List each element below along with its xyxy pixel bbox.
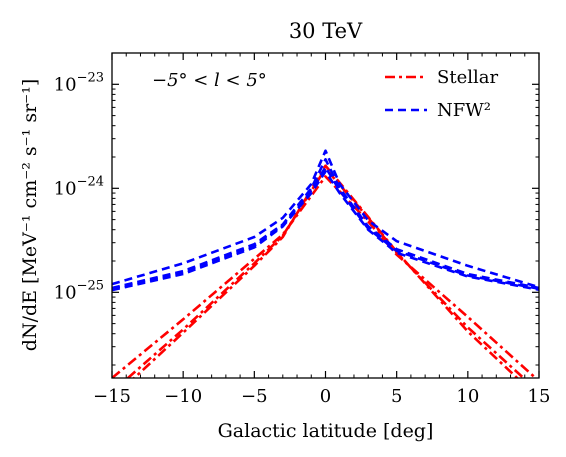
ticks-layer: −15 −10 −5 0 5 10 15 10−25 10−24 10−23 (54, 52, 551, 407)
region-annotation: −5° < l < 5° (152, 70, 267, 91)
series-line-stellar-1 (125, 167, 526, 378)
y-axis-label: dN/dE [MeV⁻¹ cm⁻² s⁻¹ sr⁻¹] (19, 79, 41, 351)
series-line-nfw2-6 (112, 170, 539, 292)
x-tick-label: 5 (391, 386, 402, 407)
legend-label-stellar: Stellar (437, 67, 498, 88)
x-tick-label: 15 (528, 386, 551, 407)
series-line-stellar-0 (112, 175, 538, 378)
series-layer (112, 149, 539, 378)
series-line-nfw2-4 (112, 158, 539, 290)
x-tick-label: −5 (241, 386, 268, 407)
chart-title: 30 TeV (289, 19, 363, 43)
series-line-nfw2-3 (112, 149, 539, 289)
y-tick-label: 10−24 (54, 174, 104, 199)
x-tick-label: 10 (456, 386, 479, 407)
legend-label-nfw2: NFW² (437, 100, 491, 121)
legend: Stellar NFW² (385, 67, 498, 121)
y-tick-label: 10−23 (54, 70, 104, 95)
x-tick-label: −15 (93, 386, 131, 407)
x-tick-label: 0 (320, 386, 331, 407)
y-tick-label: 10−25 (54, 278, 104, 303)
x-tick-label: −10 (164, 386, 202, 407)
series-line-nfw2-5 (112, 165, 539, 291)
series-line-stellar-2 (132, 164, 520, 378)
x-axis-label: Galactic latitude [deg] (218, 420, 434, 442)
